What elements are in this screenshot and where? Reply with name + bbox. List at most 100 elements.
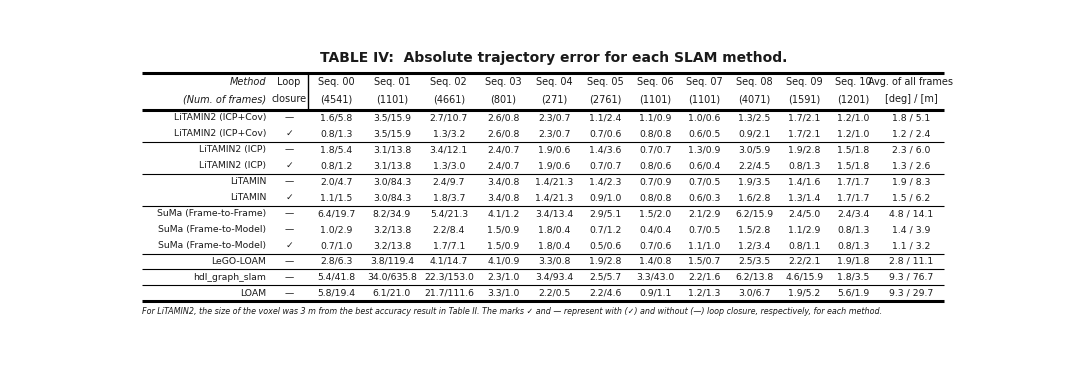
Text: 1.4/0.8: 1.4/0.8 bbox=[639, 257, 672, 266]
Text: 1.4/3.6: 1.4/3.6 bbox=[590, 145, 622, 154]
Text: 2.6/0.8: 2.6/0.8 bbox=[487, 113, 519, 122]
Text: 1.4/21.3: 1.4/21.3 bbox=[536, 193, 573, 202]
Text: 1.1 / 3.2: 1.1 / 3.2 bbox=[892, 241, 930, 250]
Text: 2.2/4.5: 2.2/4.5 bbox=[739, 161, 770, 170]
Text: 9.3 / 29.7: 9.3 / 29.7 bbox=[889, 289, 933, 298]
Text: 1.9/2.8: 1.9/2.8 bbox=[590, 257, 622, 266]
Text: 3.1/13.8: 3.1/13.8 bbox=[373, 161, 411, 170]
Text: 1.6/5.8: 1.6/5.8 bbox=[320, 113, 352, 122]
Text: 3.1/13.8: 3.1/13.8 bbox=[373, 145, 411, 154]
Text: —: — bbox=[284, 145, 294, 154]
Text: Seq. 01: Seq. 01 bbox=[374, 77, 410, 87]
Text: 0.9/1.0: 0.9/1.0 bbox=[590, 193, 622, 202]
Text: (1591): (1591) bbox=[788, 94, 821, 104]
Text: 21.7/111.6: 21.7/111.6 bbox=[423, 289, 474, 298]
Text: LiTAMIN2 (ICP): LiTAMIN2 (ICP) bbox=[200, 161, 267, 170]
Text: 2.2/8.4: 2.2/8.4 bbox=[433, 225, 465, 234]
Text: 1.5 / 6.2: 1.5 / 6.2 bbox=[892, 193, 930, 202]
Text: —: — bbox=[284, 177, 294, 186]
Text: 2.3/0.7: 2.3/0.7 bbox=[538, 130, 570, 138]
Text: 2.4/9.7: 2.4/9.7 bbox=[433, 177, 465, 186]
Text: 3.3/0.8: 3.3/0.8 bbox=[538, 257, 570, 266]
Text: 1.0/2.9: 1.0/2.9 bbox=[320, 225, 352, 234]
Text: 0.7/1.2: 0.7/1.2 bbox=[590, 225, 622, 234]
Text: 2.3/1.0: 2.3/1.0 bbox=[487, 273, 519, 282]
Text: 1.2/1.0: 1.2/1.0 bbox=[837, 113, 869, 122]
Text: 2.0/4.7: 2.0/4.7 bbox=[320, 177, 352, 186]
Text: 2.4/3.4: 2.4/3.4 bbox=[837, 209, 869, 218]
Text: SuMa (Frame-to-Model): SuMa (Frame-to-Model) bbox=[159, 241, 267, 250]
Text: 2.2/0.5: 2.2/0.5 bbox=[538, 289, 570, 298]
Text: Loop: Loop bbox=[278, 77, 300, 87]
Text: 22.3/153.0: 22.3/153.0 bbox=[424, 273, 474, 282]
Text: ✓: ✓ bbox=[285, 193, 293, 202]
Text: 2.2/4.6: 2.2/4.6 bbox=[590, 289, 622, 298]
Text: 2.1/2.9: 2.1/2.9 bbox=[688, 209, 720, 218]
Text: Seq. 00: Seq. 00 bbox=[318, 77, 354, 87]
Text: 0.8/0.8: 0.8/0.8 bbox=[639, 130, 672, 138]
Text: 1.8/3.5: 1.8/3.5 bbox=[837, 273, 869, 282]
Text: (1201): (1201) bbox=[837, 94, 869, 104]
Text: 1.2/3.4: 1.2/3.4 bbox=[739, 241, 770, 250]
Text: —: — bbox=[284, 257, 294, 266]
Text: 5.4/41.8: 5.4/41.8 bbox=[318, 273, 355, 282]
Text: 1.8/0.4: 1.8/0.4 bbox=[538, 225, 570, 234]
Text: (1101): (1101) bbox=[376, 94, 408, 104]
Text: 1.9/0.6: 1.9/0.6 bbox=[538, 161, 570, 170]
Text: 1.6/2.8: 1.6/2.8 bbox=[739, 193, 770, 202]
Text: 0.8/0.6: 0.8/0.6 bbox=[639, 161, 672, 170]
Text: 6.1/21.0: 6.1/21.0 bbox=[373, 289, 411, 298]
Text: (4541): (4541) bbox=[320, 94, 352, 104]
Text: 1.5/1.8: 1.5/1.8 bbox=[837, 161, 869, 170]
Text: 0.6/0.4: 0.6/0.4 bbox=[688, 161, 720, 170]
Text: 2.4/0.7: 2.4/0.7 bbox=[487, 161, 519, 170]
Text: 2.8/6.3: 2.8/6.3 bbox=[320, 257, 352, 266]
Text: 8.2/34.9: 8.2/34.9 bbox=[373, 209, 411, 218]
Text: LiTAMIN2 (ICP+Cov): LiTAMIN2 (ICP+Cov) bbox=[174, 130, 267, 138]
Text: 1.2 / 2.4: 1.2 / 2.4 bbox=[892, 130, 930, 138]
Text: Seq. 08: Seq. 08 bbox=[737, 77, 772, 87]
Text: 0.7/0.6: 0.7/0.6 bbox=[590, 130, 622, 138]
Text: LiTAMIN2 (ICP+Cov): LiTAMIN2 (ICP+Cov) bbox=[174, 113, 267, 122]
Text: Seq. 02: Seq. 02 bbox=[431, 77, 468, 87]
Text: —: — bbox=[284, 273, 294, 282]
Text: For LiTAMIN2, the size of the voxel was 3 m from the best accuracy result in Tab: For LiTAMIN2, the size of the voxel was … bbox=[141, 306, 882, 316]
Text: 1.1/2.4: 1.1/2.4 bbox=[590, 113, 622, 122]
Text: 1.1/2.9: 1.1/2.9 bbox=[788, 225, 821, 234]
Text: 0.7/0.5: 0.7/0.5 bbox=[688, 177, 720, 186]
Text: (2761): (2761) bbox=[590, 94, 622, 104]
Text: Seq. 07: Seq. 07 bbox=[686, 77, 723, 87]
Text: LOAM: LOAM bbox=[240, 289, 267, 298]
Text: Seq. 04: Seq. 04 bbox=[536, 77, 572, 87]
Text: 5.4/21.3: 5.4/21.3 bbox=[430, 209, 468, 218]
Text: 3.4/0.8: 3.4/0.8 bbox=[487, 193, 519, 202]
Text: 2.4/0.7: 2.4/0.7 bbox=[487, 145, 519, 154]
Text: 3.0/84.3: 3.0/84.3 bbox=[373, 193, 411, 202]
Text: 2.7/10.7: 2.7/10.7 bbox=[430, 113, 468, 122]
Text: Seq. 09: Seq. 09 bbox=[786, 77, 823, 87]
Text: —: — bbox=[284, 225, 294, 234]
Text: 3.3/1.0: 3.3/1.0 bbox=[487, 289, 519, 298]
Text: (271): (271) bbox=[541, 94, 567, 104]
Text: 1.1/0.9: 1.1/0.9 bbox=[639, 113, 672, 122]
Text: 1.4 / 3.9: 1.4 / 3.9 bbox=[892, 225, 930, 234]
Text: 3.0/6.7: 3.0/6.7 bbox=[739, 289, 770, 298]
Text: 2.3/0.7: 2.3/0.7 bbox=[538, 113, 570, 122]
Text: 1.7/1.7: 1.7/1.7 bbox=[837, 193, 869, 202]
Text: 6.2/13.8: 6.2/13.8 bbox=[735, 273, 773, 282]
Text: 6.2/15.9: 6.2/15.9 bbox=[735, 209, 773, 218]
Text: 1.3/3.2: 1.3/3.2 bbox=[433, 130, 465, 138]
Text: 0.8/1.2: 0.8/1.2 bbox=[320, 161, 352, 170]
Text: —: — bbox=[284, 113, 294, 122]
Text: 1.5/0.9: 1.5/0.9 bbox=[487, 241, 519, 250]
Text: 2.2/1.6: 2.2/1.6 bbox=[688, 273, 720, 282]
Text: 1.0/0.6: 1.0/0.6 bbox=[688, 113, 720, 122]
Text: 0.8/1.1: 0.8/1.1 bbox=[788, 241, 821, 250]
Text: (1101): (1101) bbox=[688, 94, 720, 104]
Text: Method: Method bbox=[230, 77, 267, 87]
Text: SuMa (Frame-to-Model): SuMa (Frame-to-Model) bbox=[159, 225, 267, 234]
Text: 9.3 / 76.7: 9.3 / 76.7 bbox=[889, 273, 933, 282]
Text: 1.4/2.3: 1.4/2.3 bbox=[590, 177, 622, 186]
Text: Seq. 06: Seq. 06 bbox=[637, 77, 674, 87]
Text: 1.8 / 5.1: 1.8 / 5.1 bbox=[892, 113, 930, 122]
